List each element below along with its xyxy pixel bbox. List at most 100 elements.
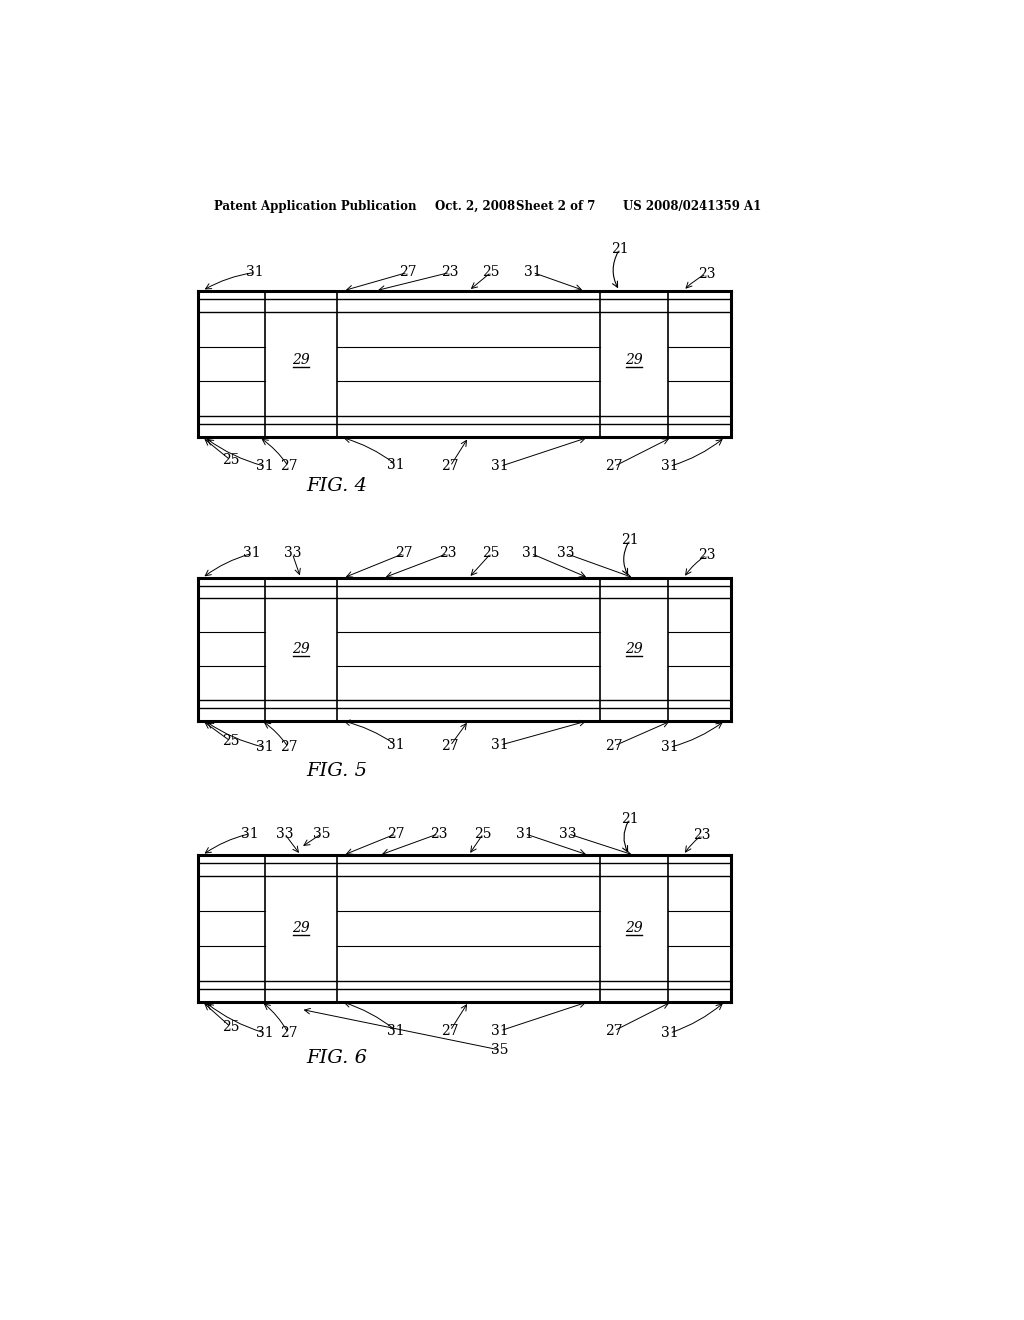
- Text: 27: 27: [605, 459, 623, 474]
- Text: Oct. 2, 2008: Oct. 2, 2008: [435, 199, 515, 213]
- Bar: [199, 416, 265, 424]
- Text: 23: 23: [430, 826, 447, 841]
- Text: 31: 31: [492, 1024, 509, 1038]
- Bar: [199, 700, 265, 708]
- Bar: [668, 708, 731, 721]
- Bar: [337, 863, 600, 876]
- Bar: [199, 298, 265, 312]
- Bar: [337, 312, 600, 416]
- Bar: [337, 598, 600, 700]
- Text: 29: 29: [292, 643, 310, 656]
- Text: 31: 31: [523, 265, 542, 280]
- Text: 27: 27: [280, 1026, 297, 1040]
- Bar: [337, 586, 600, 598]
- Bar: [668, 981, 731, 989]
- Bar: [668, 586, 731, 598]
- Text: 21: 21: [621, 812, 638, 826]
- Bar: [265, 981, 337, 989]
- Text: US 2008/0241359 A1: US 2008/0241359 A1: [624, 199, 762, 213]
- Bar: [600, 700, 668, 708]
- Bar: [337, 855, 600, 863]
- Bar: [600, 290, 668, 298]
- Bar: [265, 855, 337, 863]
- Bar: [265, 416, 337, 424]
- Text: FIG. 5: FIG. 5: [306, 762, 368, 780]
- Text: 25: 25: [222, 734, 240, 748]
- Text: 21: 21: [610, 243, 629, 256]
- Bar: [600, 298, 668, 312]
- Text: 31: 31: [660, 741, 678, 755]
- Bar: [668, 424, 731, 437]
- Bar: [600, 290, 668, 437]
- Text: 31: 31: [247, 265, 264, 280]
- Text: 27: 27: [399, 265, 417, 280]
- Text: 31: 31: [256, 741, 274, 755]
- Bar: [668, 855, 731, 863]
- Text: 29: 29: [626, 354, 643, 367]
- Bar: [199, 424, 265, 437]
- Bar: [600, 981, 668, 989]
- Bar: [199, 290, 731, 437]
- Text: 31: 31: [256, 459, 274, 474]
- Text: 27: 27: [441, 459, 459, 474]
- Bar: [668, 298, 731, 312]
- Text: 31: 31: [387, 458, 406, 471]
- Bar: [668, 876, 731, 981]
- Bar: [199, 290, 265, 298]
- Bar: [265, 863, 337, 876]
- Text: Sheet 2 of 7: Sheet 2 of 7: [515, 199, 595, 213]
- Bar: [265, 847, 337, 1010]
- Bar: [668, 989, 731, 1002]
- Bar: [668, 598, 731, 700]
- Text: Patent Application Publication: Patent Application Publication: [214, 199, 416, 213]
- Text: FIG. 6: FIG. 6: [306, 1049, 368, 1067]
- Bar: [600, 578, 668, 586]
- Bar: [199, 312, 265, 416]
- Bar: [337, 981, 600, 989]
- Text: 29: 29: [626, 643, 643, 656]
- Bar: [600, 586, 668, 598]
- Text: 27: 27: [280, 459, 297, 474]
- Text: 31: 31: [256, 1026, 274, 1040]
- Bar: [265, 290, 337, 298]
- Bar: [600, 416, 668, 424]
- Text: 31: 31: [492, 738, 509, 752]
- Text: 27: 27: [280, 741, 297, 755]
- Bar: [600, 847, 668, 1010]
- Text: 31: 31: [660, 459, 678, 474]
- Bar: [199, 989, 265, 1002]
- Text: 23: 23: [693, 828, 711, 842]
- Bar: [265, 290, 337, 437]
- Bar: [337, 424, 600, 437]
- Text: 33: 33: [284, 546, 301, 561]
- Text: 27: 27: [605, 739, 623, 752]
- Text: 25: 25: [222, 453, 240, 467]
- Bar: [199, 578, 731, 721]
- Text: 25: 25: [222, 1020, 240, 1034]
- Text: 33: 33: [275, 826, 293, 841]
- Bar: [199, 863, 265, 876]
- Bar: [600, 578, 668, 721]
- Bar: [199, 855, 731, 1002]
- Bar: [199, 598, 265, 700]
- Bar: [199, 855, 265, 863]
- Bar: [199, 708, 265, 721]
- Bar: [668, 863, 731, 876]
- Bar: [337, 578, 600, 586]
- Text: 29: 29: [626, 921, 643, 936]
- Bar: [600, 989, 668, 1002]
- Bar: [265, 586, 337, 598]
- Bar: [199, 876, 265, 981]
- Bar: [199, 578, 265, 586]
- Bar: [668, 700, 731, 708]
- Text: 31: 31: [244, 546, 261, 561]
- Bar: [668, 290, 731, 298]
- Bar: [337, 876, 600, 981]
- Bar: [668, 578, 731, 586]
- Text: 23: 23: [441, 265, 459, 280]
- Text: 29: 29: [292, 354, 310, 367]
- Text: 31: 31: [522, 546, 540, 561]
- Bar: [265, 989, 337, 1002]
- Text: 33: 33: [557, 546, 574, 561]
- Bar: [265, 700, 337, 708]
